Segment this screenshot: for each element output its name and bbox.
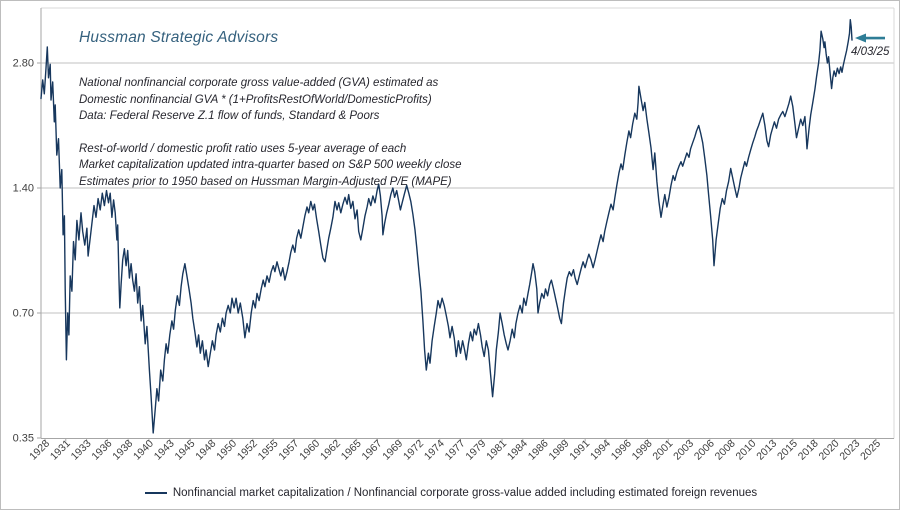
- svg-text:1933: 1933: [69, 438, 94, 463]
- svg-text:1984: 1984: [505, 438, 530, 463]
- svg-text:1967: 1967: [360, 438, 385, 463]
- annotation-line: Domestic nonfinancial GVA * (1+ProfitsRe…: [79, 93, 432, 106]
- svg-text:1945: 1945: [173, 438, 198, 463]
- latest-point-arrow-icon: [855, 33, 885, 43]
- svg-text:1981: 1981: [484, 438, 509, 463]
- svg-text:1972: 1972: [401, 438, 426, 463]
- svg-text:1950: 1950: [214, 438, 239, 463]
- svg-text:1955: 1955: [256, 438, 281, 463]
- legend-label: Nonfinancial market capitalization / Non…: [172, 487, 758, 499]
- svg-text:1952: 1952: [235, 438, 260, 463]
- svg-text:1974: 1974: [422, 438, 447, 463]
- latest-date-label: 4/03/25: [851, 46, 890, 58]
- svg-text:1965: 1965: [339, 438, 364, 463]
- svg-text:1931: 1931: [48, 438, 73, 463]
- svg-text:2001: 2001: [650, 438, 675, 463]
- annotation-line: Rest-of-world / domestic profit ratio us…: [79, 142, 407, 155]
- svg-text:2015: 2015: [775, 438, 800, 463]
- svg-text:2025: 2025: [858, 438, 883, 463]
- svg-text:1957: 1957: [276, 438, 301, 463]
- svg-text:2006: 2006: [692, 438, 717, 463]
- svg-text:0.70: 0.70: [13, 308, 34, 320]
- svg-text:1977: 1977: [443, 438, 468, 463]
- svg-text:1994: 1994: [588, 438, 613, 463]
- svg-text:1996: 1996: [609, 438, 634, 463]
- annotation-line: Market capitalization updated intra-quar…: [79, 159, 462, 171]
- svg-text:1979: 1979: [463, 438, 488, 463]
- annotation-line: National nonfinancial corporate gross va…: [79, 77, 439, 89]
- svg-text:1.40: 1.40: [13, 183, 34, 195]
- svg-text:2023: 2023: [837, 438, 862, 463]
- svg-text:2.80: 2.80: [13, 58, 34, 70]
- svg-text:1986: 1986: [526, 438, 551, 463]
- annotation-line: Estimates prior to 1950 based on Hussman…: [79, 175, 452, 188]
- svg-text:2018: 2018: [796, 438, 821, 463]
- svg-text:2010: 2010: [733, 438, 758, 463]
- svg-text:1943: 1943: [152, 438, 177, 463]
- chart-annotations: National nonfinancial corporate gross va…: [79, 75, 462, 190]
- svg-text:1991: 1991: [567, 438, 592, 463]
- svg-text:2020: 2020: [817, 438, 842, 463]
- svg-text:1998: 1998: [630, 438, 655, 463]
- svg-text:1960: 1960: [297, 438, 322, 463]
- gridlines: [41, 62, 894, 314]
- svg-text:2003: 2003: [671, 438, 696, 463]
- x-axis-labels: 1928193119331936193819401943194519481950…: [27, 438, 883, 463]
- svg-text:1938: 1938: [110, 438, 135, 463]
- svg-text:1940: 1940: [131, 438, 156, 463]
- series-line: [40, 19, 853, 434]
- svg-text:1936: 1936: [89, 438, 114, 463]
- y-axis-labels: 2.80 1.40 0.70 0.35: [13, 58, 34, 445]
- legend-line-marker-icon: [144, 492, 167, 494]
- annotation-line: Data: Federal Reserve Z.1 flow of funds,…: [79, 110, 380, 122]
- axes: [37, 7, 895, 442]
- svg-text:1948: 1948: [193, 438, 218, 463]
- svg-text:2013: 2013: [754, 438, 779, 463]
- svg-text:0.35: 0.35: [13, 433, 34, 445]
- svg-text:1962: 1962: [318, 438, 343, 463]
- svg-text:1969: 1969: [380, 438, 405, 463]
- svg-text:1989: 1989: [546, 438, 571, 463]
- legend: Nonfinancial market capitalization / Non…: [1, 483, 899, 503]
- page-title: Hussman Strategic Advisors: [79, 29, 279, 46]
- svg-text:2008: 2008: [713, 438, 738, 463]
